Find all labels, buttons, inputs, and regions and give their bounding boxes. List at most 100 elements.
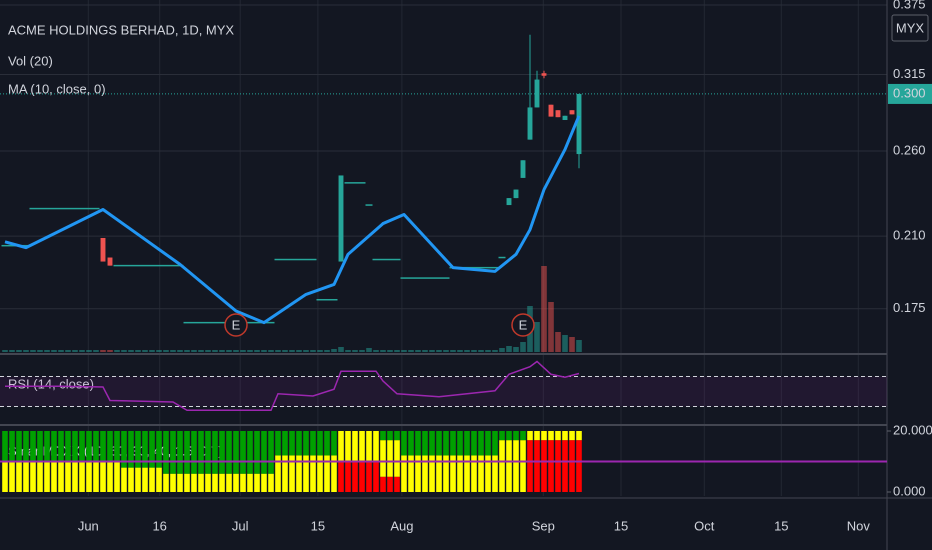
- candle-body: [36, 207, 44, 210]
- candle-body: [358, 182, 366, 184]
- candle-body: [520, 160, 526, 178]
- smart-bar: [268, 431, 274, 474]
- smart-bar: [9, 461, 15, 492]
- smart-bar: [240, 431, 246, 474]
- smart-bar: [366, 461, 372, 492]
- smart-bar: [520, 431, 526, 441]
- volume-bar: [128, 350, 134, 352]
- smart-bar: [275, 431, 281, 456]
- volume-bar: [513, 347, 519, 352]
- candle-body: [141, 264, 149, 267]
- smart-bar: [51, 431, 57, 462]
- candle-body: [548, 104, 554, 117]
- candle-body: [428, 277, 436, 279]
- smart-bar: [226, 431, 232, 474]
- event-marker: [511, 313, 535, 337]
- volume-bar: [387, 350, 393, 352]
- candle-body: [50, 207, 58, 210]
- smart-bar: [205, 473, 211, 492]
- volume-bar: [16, 350, 22, 352]
- x-tick-label: Nov: [847, 518, 871, 533]
- candle-body: [134, 264, 142, 267]
- smart-bar: [359, 461, 365, 492]
- smart-bar: [93, 431, 99, 462]
- smart-bar: [338, 431, 344, 462]
- candle-body: [309, 258, 317, 261]
- volume-bar: [240, 350, 246, 352]
- candle-body: [302, 258, 310, 261]
- volume-bar: [520, 342, 526, 352]
- candle-body: [127, 264, 135, 267]
- smart-tick-label: 20.000: [893, 422, 932, 437]
- candle-body: [246, 321, 254, 324]
- volume-bar: [254, 350, 260, 352]
- smart-bar: [233, 431, 239, 474]
- smart-bar: [352, 461, 358, 492]
- ma-line: [4, 115, 581, 325]
- smart-bar: [576, 431, 582, 441]
- smart-bar: [373, 461, 379, 492]
- smart-bar: [226, 473, 232, 492]
- smart-bar: [464, 455, 470, 492]
- smart-bar: [331, 455, 337, 492]
- smart-bar: [450, 431, 456, 456]
- smart-bar: [44, 461, 50, 492]
- candle-body: [78, 207, 86, 210]
- candle-body: [281, 258, 289, 261]
- candle-body: [162, 264, 170, 267]
- event-marker: [224, 313, 248, 337]
- smart-bar: [471, 455, 477, 492]
- volume-bar: [37, 350, 43, 352]
- smart-bar: [23, 461, 29, 492]
- smart-bar: [177, 473, 183, 492]
- candle-body: [506, 198, 512, 206]
- smart-bar: [135, 431, 141, 468]
- candle-body: [365, 204, 373, 206]
- smart-bar: [254, 431, 260, 474]
- smart-bar: [163, 431, 169, 474]
- smart-bar: [555, 431, 561, 441]
- volume-bar: [51, 350, 57, 352]
- x-tick-label: Sep: [532, 518, 555, 533]
- smart-bar: [310, 431, 316, 456]
- volume-bar: [9, 350, 15, 352]
- candle-body: [204, 321, 212, 324]
- smart-bar: [282, 431, 288, 456]
- smart-bar: [366, 431, 372, 462]
- candle-body: [470, 266, 478, 269]
- smart-bar: [149, 431, 155, 468]
- candle-body: [569, 110, 575, 115]
- smart-bar: [478, 455, 484, 492]
- smart-bar: [562, 431, 568, 441]
- smart-bar: [9, 431, 15, 462]
- rsi-band: [0, 376, 887, 407]
- volume-bar: [261, 350, 267, 352]
- smart-bar: [289, 455, 295, 492]
- volume-legend: Vol (20): [8, 53, 53, 68]
- volume-bar: [275, 350, 281, 352]
- volume-bar: [548, 302, 554, 352]
- smart-tick-label: 0.000: [893, 483, 926, 498]
- smart-bar: [534, 440, 540, 492]
- volume-bar: [443, 350, 449, 352]
- smart-bar: [499, 431, 505, 441]
- volume-bar: [373, 350, 379, 352]
- smart-bar: [30, 431, 36, 462]
- smart-bar: [296, 431, 302, 456]
- smart-bar: [394, 476, 400, 492]
- smart-bar: [345, 431, 351, 462]
- smart-bar: [149, 467, 155, 492]
- candle-body: [155, 264, 163, 267]
- smart-bar: [86, 461, 92, 492]
- candle-body: [148, 264, 156, 267]
- smart-bar: [219, 431, 225, 474]
- candle-body: [491, 266, 499, 269]
- volume-bar: [282, 350, 288, 352]
- volume-bar: [324, 350, 330, 352]
- smart-bar: [387, 440, 393, 477]
- volume-bar: [44, 350, 50, 352]
- smart-bar: [485, 431, 491, 456]
- candle-body: [379, 258, 387, 261]
- candle-body: [338, 175, 344, 262]
- smart-bar: [156, 467, 162, 492]
